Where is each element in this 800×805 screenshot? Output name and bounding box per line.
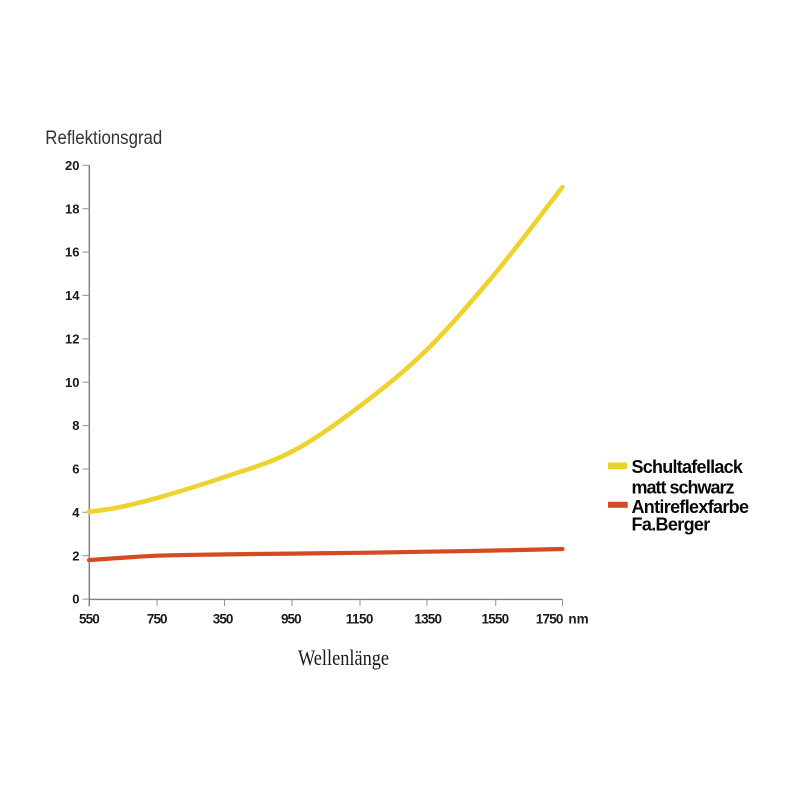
svg-text:8: 8 [72,418,79,433]
svg-text:Schultafellack: Schultafellack [632,457,744,477]
svg-text:1350: 1350 [414,611,442,626]
svg-text:550: 550 [79,611,100,626]
svg-text:18: 18 [65,201,79,216]
svg-text:750: 750 [147,611,168,626]
svg-text:10: 10 [65,375,79,390]
svg-text:14: 14 [65,288,80,303]
svg-text:matt schwarz: matt schwarz [632,477,735,497]
svg-text:Wellenlänge: Wellenlänge [298,645,389,670]
svg-text:350: 350 [213,611,234,626]
svg-text:nm: nm [568,611,588,626]
svg-text:1750: 1750 [536,611,564,626]
svg-text:1550: 1550 [482,611,510,626]
svg-text:Fa.Berger: Fa.Berger [632,515,711,535]
svg-text:Antireflexfarbe: Antireflexfarbe [632,497,750,517]
svg-text:16: 16 [65,245,79,260]
svg-text:2: 2 [72,548,79,563]
svg-text:6: 6 [72,462,79,477]
svg-text:950: 950 [281,611,302,626]
svg-text:Reflektionsgrad: Reflektionsgrad [45,127,162,149]
svg-text:20: 20 [65,158,79,173]
svg-text:12: 12 [65,331,79,346]
svg-text:1150: 1150 [346,611,374,626]
svg-text:0: 0 [72,592,79,607]
svg-text:4: 4 [72,505,80,520]
